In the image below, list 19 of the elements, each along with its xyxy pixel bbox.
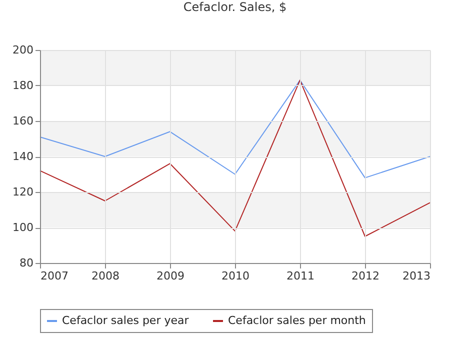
y-tick-label: 100 (12, 221, 34, 234)
x-tick-label: 2013 (402, 270, 430, 282)
y-tick-label: 120 (12, 186, 34, 198)
chart-title: Cefaclor. Sales, $ (183, 0, 287, 14)
x-tick-label: 2007 (40, 270, 68, 282)
legend-label: Cefaclor sales per month (228, 314, 366, 327)
legend-label: Cefaclor sales per year (62, 314, 190, 327)
line-series (40, 80, 430, 178)
y-tick-label: 140 (12, 150, 34, 163)
x-tick-label: 2008 (92, 270, 120, 282)
line-series (40, 80, 430, 237)
x-tick-label: 2012 (352, 270, 380, 282)
y-tick-label: 200 (12, 44, 34, 56)
x-tick-label: 2011 (286, 270, 314, 282)
x-tick-label: 2009 (156, 270, 184, 282)
x-tick-label: 2010 (222, 270, 250, 282)
y-tick-label: 160 (12, 114, 34, 128)
y-tick-label: 80 (20, 256, 34, 270)
y-tick-label: 180 (12, 79, 34, 92)
